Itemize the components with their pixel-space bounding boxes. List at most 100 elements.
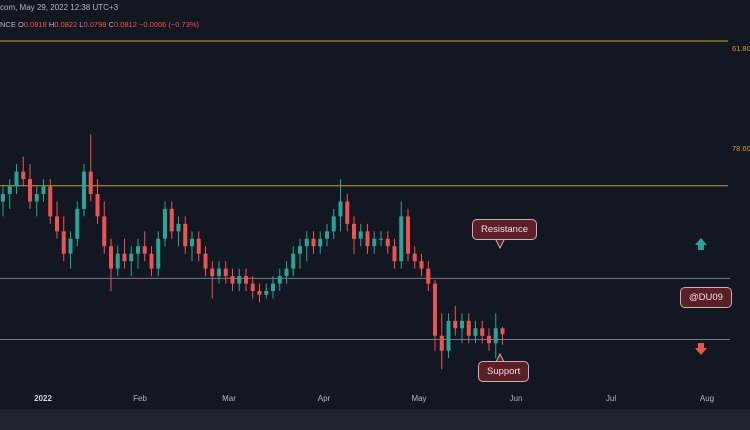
candle-48 (325, 223, 329, 247)
candle-63 (426, 261, 431, 291)
candle-28 (190, 231, 194, 262)
close-value: 0.0812 (113, 20, 137, 29)
candle-body (41, 186, 46, 194)
candle-body (392, 246, 397, 262)
candle-21 (142, 231, 147, 262)
candle-26 (176, 216, 181, 247)
candle-body (473, 328, 478, 336)
candle-66 (446, 313, 451, 359)
low-value: 0.0798 (83, 20, 107, 29)
candle-body (203, 253, 208, 269)
candle-4 (28, 164, 32, 209)
candle-body (284, 268, 289, 277)
candle-49 (331, 208, 336, 239)
candle-body (28, 179, 32, 202)
candle-42 (284, 261, 289, 284)
candle-70 (473, 320, 478, 344)
candle-46 (311, 231, 316, 254)
watermark: @DU09 (680, 287, 732, 308)
candle-56 (379, 231, 383, 247)
candle-67 (453, 305, 458, 336)
candle-body (433, 283, 437, 336)
candle-body (196, 238, 201, 254)
candle-51 (345, 194, 350, 232)
candle-body (277, 276, 282, 284)
candle-32 (217, 261, 221, 284)
candle-68 (460, 313, 464, 344)
candle-body (385, 238, 390, 247)
candle-72 (487, 328, 491, 351)
candle-62 (419, 253, 424, 277)
candle-body (264, 291, 269, 295)
candle-19 (129, 246, 134, 277)
arrow-down-icon (695, 343, 707, 355)
candle-15 (102, 201, 107, 254)
candle-body (352, 223, 356, 239)
candle-body (95, 194, 100, 217)
candle-body (298, 246, 302, 254)
candle-body (493, 328, 498, 344)
candle-39 (264, 283, 269, 299)
candle-59 (399, 201, 404, 269)
candle-body (75, 208, 80, 239)
candle-52 (352, 216, 356, 254)
candle-body (115, 253, 120, 269)
x-tick-feb: Feb (133, 394, 147, 403)
open-value: 0.0818 (23, 20, 47, 29)
candle-body (129, 253, 134, 262)
x-tick-jul: Jul (605, 394, 617, 403)
candle-body (183, 223, 188, 247)
candle-54 (365, 223, 370, 254)
close-label: C (108, 20, 114, 29)
support-pointer (495, 352, 505, 363)
candle-body (55, 216, 59, 232)
candle-body (34, 194, 39, 202)
candle-9 (61, 216, 66, 262)
candle-body (1, 194, 5, 202)
resistance-label: Resistance (472, 219, 537, 240)
candle-body (88, 171, 93, 194)
candle-body (21, 171, 26, 180)
x-tick-may: May (411, 394, 427, 403)
candle-53 (358, 223, 363, 247)
candle-5 (34, 186, 39, 217)
candle-31 (210, 261, 215, 299)
low-label: L (79, 20, 84, 29)
price-chart[interactable] (0, 0, 750, 409)
candle-24 (163, 201, 167, 247)
candle-body (68, 238, 73, 254)
candle-body (223, 268, 228, 277)
candle-3 (21, 156, 26, 187)
candle-body (487, 335, 491, 344)
candle-body (14, 171, 19, 187)
candle-body (419, 261, 424, 269)
candle-body (426, 268, 431, 284)
candle-20 (136, 238, 140, 269)
candle-10 (68, 231, 73, 269)
candle-body (48, 186, 53, 217)
candle-40 (271, 276, 275, 299)
ohlc-readout: NCE O0.0818 H0.0822 L0.0798 C0.0812 −0.0… (0, 20, 199, 29)
open-label: O (17, 20, 24, 29)
candle-body (210, 268, 215, 277)
candle-23 (156, 231, 161, 277)
chart-title: com, May 29, 2022 12:38 UTC+3 (0, 3, 119, 12)
candle-14 (95, 179, 100, 224)
x-tick-2022: 2022 (34, 394, 52, 403)
candle-73 (493, 313, 498, 359)
candle-33 (223, 261, 228, 284)
high-label: H (48, 20, 55, 29)
candle-45 (304, 231, 309, 262)
candle-34 (230, 268, 235, 291)
candle-body (480, 328, 485, 336)
candle-35 (237, 268, 242, 291)
candle-body (61, 231, 66, 254)
candle-27 (183, 216, 188, 254)
candle-58 (392, 238, 397, 269)
candle-12 (82, 164, 86, 217)
candle-69 (466, 313, 471, 344)
bottom-toolbar (0, 409, 750, 430)
candle-body (399, 216, 404, 262)
candle-13 (88, 134, 93, 202)
candle-37 (250, 276, 255, 299)
